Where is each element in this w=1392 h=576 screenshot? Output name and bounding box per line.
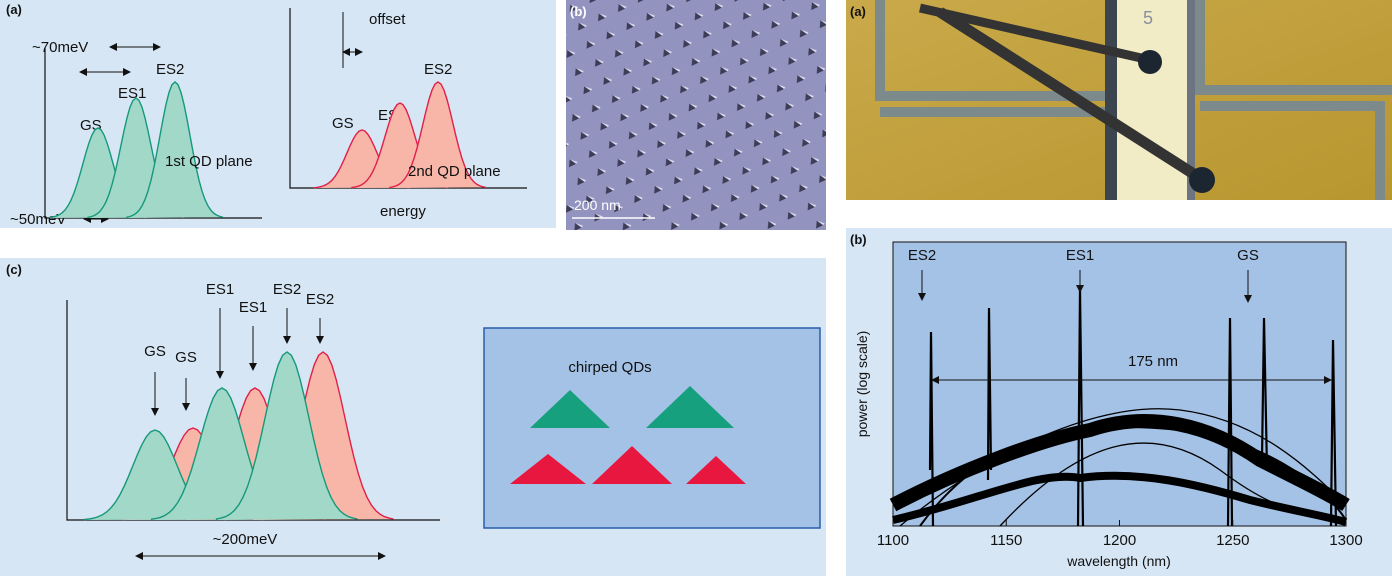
peak-label: ES2 — [306, 291, 334, 308]
panel-label: (c) — [6, 262, 22, 277]
peak-label: ES2 — [908, 247, 936, 264]
x-tick-label: 1300 — [1329, 532, 1362, 549]
marker: 5 — [1143, 8, 1153, 28]
panel-label: (a) — [6, 2, 22, 17]
panel-label: (b) — [850, 232, 867, 247]
scale-label: 200 nm — [574, 197, 621, 213]
strip — [1115, 0, 1187, 200]
peak-label: GS — [175, 349, 197, 366]
annotation: ~50meV — [10, 211, 66, 228]
plane-label: 1st QD plane — [165, 153, 253, 170]
page: (a) ~70meV ES2 ES1 GS ~50meV offset ES1 … — [0, 0, 1392, 576]
peak-label: ES1 — [118, 85, 146, 102]
annotation: offset — [369, 11, 406, 28]
x-tick-label: 1150 — [990, 532, 1022, 549]
peak-label: ES1 — [239, 299, 267, 316]
peak-label: GS — [144, 343, 166, 360]
peak-label: ES2 — [424, 61, 452, 78]
probe-tip — [1138, 50, 1162, 74]
afm-tint — [566, 0, 826, 230]
strip-edge — [1105, 0, 1117, 200]
annotation: ~70meV — [32, 39, 88, 56]
panel-c: (c) ~200meV chirped QDs GS GS ES1 ES1 ES2 ES2 — [0, 258, 826, 576]
span-label: 175 nm — [1128, 353, 1178, 370]
panel-spectrum: (b) ES2 ES1 GS 175 nm wavelength (nm) po… — [846, 228, 1392, 576]
annotation: ~200meV — [213, 531, 278, 548]
panel-label: (a) — [850, 4, 866, 19]
panel-label: (b) — [570, 4, 587, 19]
plot-area — [893, 242, 1346, 526]
plane-label: 2nd QD plane — [408, 163, 501, 180]
peak-label: ES1 — [206, 281, 234, 298]
x-tick-label: 1250 — [1216, 532, 1249, 549]
peak-label: GS — [1237, 247, 1259, 264]
peak-label: ES2 — [156, 61, 184, 78]
x-tick-label: 1200 — [1103, 532, 1136, 549]
panel-a-left: (a) ~70meV ES2 ES1 GS ~50meV offset ES1 … — [0, 0, 556, 228]
axis-label: energy — [380, 203, 426, 220]
probe-tip — [1189, 167, 1215, 193]
box-title: chirped QDs — [568, 359, 651, 376]
x-axis-label: wavelength (nm) — [1066, 553, 1171, 569]
y-axis-label: power (log scale) — [854, 331, 870, 438]
panel-afm: (b) 200 nm — [566, 0, 826, 230]
peak-label: ES1 — [1066, 247, 1094, 264]
peak-label: GS — [332, 115, 354, 132]
panel-photo: 5 (a) — [846, 0, 1392, 200]
x-tick-label: 1100 — [877, 532, 909, 549]
figure: (a) ~70meV ES2 ES1 GS ~50meV offset ES1 … — [0, 0, 1392, 576]
peak-label: ES2 — [273, 281, 301, 298]
